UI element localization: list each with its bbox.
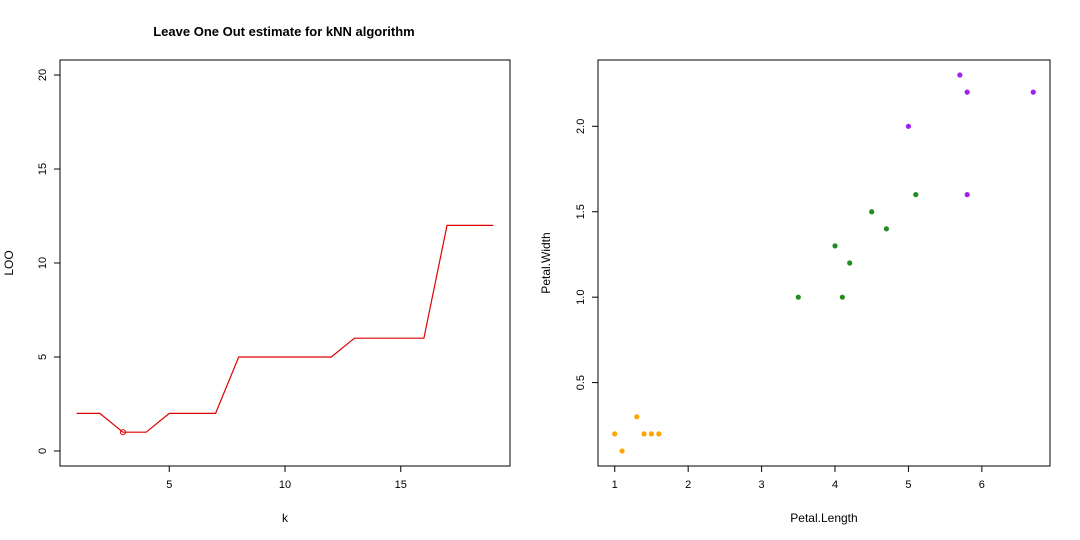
scatter-point xyxy=(612,431,618,437)
scatter-point xyxy=(839,294,845,300)
scatter-point xyxy=(913,192,919,198)
scatter-point xyxy=(847,260,853,266)
scatter-point xyxy=(619,448,625,454)
y-tick-label: 15 xyxy=(37,163,49,175)
x-tick-label: 10 xyxy=(279,479,291,491)
x-tick-label: 5 xyxy=(166,479,172,491)
scatter-point xyxy=(869,209,875,215)
right-x-axis-label: Petal.Length xyxy=(790,511,857,525)
right-plot-frame xyxy=(597,59,1051,467)
loo-series-line xyxy=(76,224,494,433)
x-tick-label: 1 xyxy=(612,479,618,491)
x-tick-label: 5 xyxy=(905,479,911,491)
y-tick-label: 0.5 xyxy=(575,375,587,390)
scatter-point xyxy=(641,431,647,437)
left-chart-title: Leave One Out estimate for kNN algorithm xyxy=(153,24,415,39)
scatter-point xyxy=(957,72,963,78)
x-tick-label: 4 xyxy=(832,479,838,491)
y-tick-label: 2.0 xyxy=(575,119,587,134)
loo-line-chart: Leave One Out estimate for kNN algorithm… xyxy=(2,24,511,525)
y-tick-label: 1.5 xyxy=(575,204,587,219)
x-tick-label: 3 xyxy=(759,479,765,491)
scatter-point xyxy=(1030,89,1036,95)
y-tick-label: 1.0 xyxy=(575,290,587,305)
x-tick-label: 6 xyxy=(979,479,985,491)
y-tick-label: 20 xyxy=(37,69,49,81)
scatter-point xyxy=(656,431,662,437)
x-tick-label: 15 xyxy=(395,479,407,491)
scatter-point xyxy=(795,294,801,300)
scatter-point xyxy=(648,431,655,437)
scatter-point xyxy=(964,89,970,95)
scatter-point xyxy=(905,123,912,129)
min-loo-point xyxy=(119,429,126,436)
left-y-axis-label: LOO xyxy=(2,250,16,275)
scatter-point xyxy=(883,226,890,232)
scatter-point xyxy=(634,414,640,420)
left-plot-area xyxy=(76,224,494,436)
x-tick-label: 2 xyxy=(685,479,691,491)
left-y-axis: 0 5 10 15 20 xyxy=(37,69,60,454)
petal-scatter-chart: Petal.Length Petal.Width 1 2 3 4 5 6 0.5 1.0 1.… xyxy=(539,59,1051,525)
left-plot-frame xyxy=(59,59,511,467)
right-y-axis: 0.5 1.0 1.5 2.0 xyxy=(575,119,598,390)
left-x-axis-label: k xyxy=(282,511,289,525)
right-x-axis: 1 2 3 4 5 6 xyxy=(612,466,985,491)
scatter-point xyxy=(964,192,970,198)
right-y-axis-label: Petal.Width xyxy=(539,232,553,293)
left-x-axis: 5 10 15 xyxy=(166,466,407,491)
y-tick-label: 10 xyxy=(37,257,49,269)
scatter-point xyxy=(832,243,838,249)
y-tick-label: 0 xyxy=(37,448,49,454)
y-tick-label: 5 xyxy=(37,354,49,360)
right-plot-area xyxy=(612,72,1036,454)
